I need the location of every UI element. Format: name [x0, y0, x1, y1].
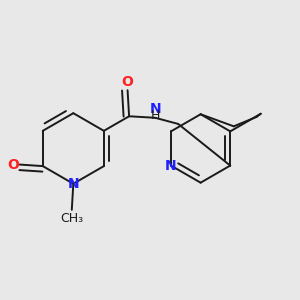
Text: O: O: [122, 75, 134, 88]
Text: CH₃: CH₃: [60, 212, 83, 225]
Text: N: N: [68, 177, 79, 191]
Text: N: N: [165, 159, 176, 173]
Text: O: O: [7, 158, 19, 172]
Text: H: H: [151, 109, 160, 122]
Text: N: N: [150, 102, 161, 116]
